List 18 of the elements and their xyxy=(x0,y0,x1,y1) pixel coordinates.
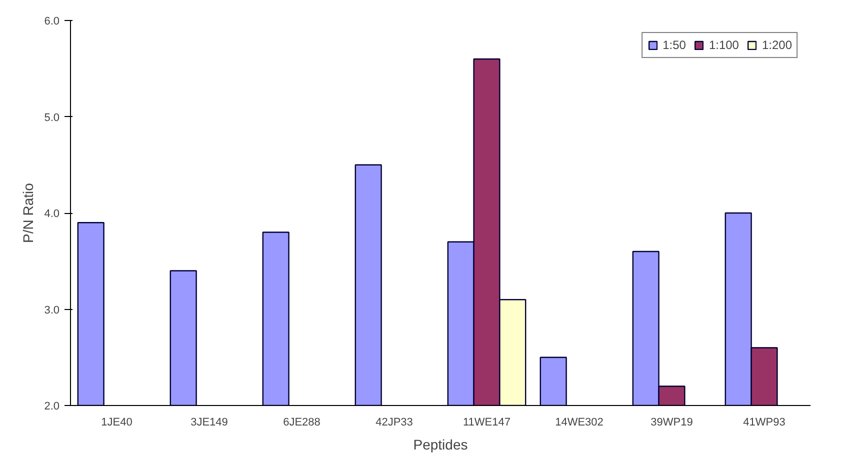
y-axis-title: P/N Ratio xyxy=(20,182,36,243)
legend-label: 1:50 xyxy=(662,38,686,52)
x-tick-label: 11WE147 xyxy=(463,416,511,428)
x-tick-label: 6JE288 xyxy=(283,416,320,428)
y-tick-label: 5.0 xyxy=(44,112,60,124)
legend-label: 1:100 xyxy=(708,38,739,52)
y-tick-label: 6.0 xyxy=(44,16,60,28)
x-tick-label: 14WE302 xyxy=(555,416,604,428)
x-tick-label: 39WP19 xyxy=(650,416,693,428)
x-tick-label: 42JP33 xyxy=(376,416,413,428)
x-tick-label: 1JE40 xyxy=(101,416,132,428)
x-axis-title: Peptides xyxy=(413,436,468,452)
x-tick-label: 41WP93 xyxy=(743,416,786,428)
y-tick-label: 2.0 xyxy=(44,400,60,412)
legend-label: 1:200 xyxy=(762,38,792,52)
x-tick-label: 3JE149 xyxy=(190,416,228,428)
y-tick-label: 4.0 xyxy=(44,208,60,220)
y-tick-label: 3.0 xyxy=(44,304,60,316)
